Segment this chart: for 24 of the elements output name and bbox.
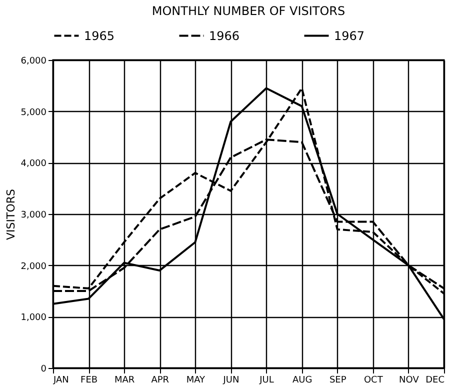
x-tick-label: MAY: [186, 376, 206, 386]
y-tick-label: 3,000: [20, 210, 47, 220]
legend-label: 1965: [84, 28, 115, 43]
y-tick-label: 1,000: [20, 313, 47, 324]
y-tick-label: 6,000: [20, 56, 47, 66]
x-tick-label: AUG: [292, 376, 312, 386]
x-tick-label: FEB: [80, 376, 98, 386]
x-tick-label: JUN: [222, 376, 240, 386]
y-tick-label: 0: [40, 364, 47, 374]
x-tick-label: APR: [151, 376, 170, 386]
legend-label: 1966: [209, 28, 240, 43]
x-tick-label: OCT: [364, 376, 384, 386]
chart-title: MONTHLY NUMBER OF VISITORS: [152, 4, 346, 18]
x-tick-label: SEP: [329, 376, 347, 386]
x-tick-label: NOV: [399, 376, 420, 386]
x-tick-label: DEC: [426, 376, 444, 386]
y-axis-title: VISITORS: [4, 188, 18, 240]
y-tick-label: 2,000: [20, 262, 47, 272]
x-tick-label: MAR: [114, 376, 135, 386]
y-tick-label: 4,000: [20, 159, 47, 170]
legend-label: 1967: [334, 28, 365, 43]
y-tick-label: 5,000: [20, 108, 47, 118]
x-tick-label: JAN: [52, 376, 69, 386]
x-tick-label: JUL: [258, 376, 274, 386]
